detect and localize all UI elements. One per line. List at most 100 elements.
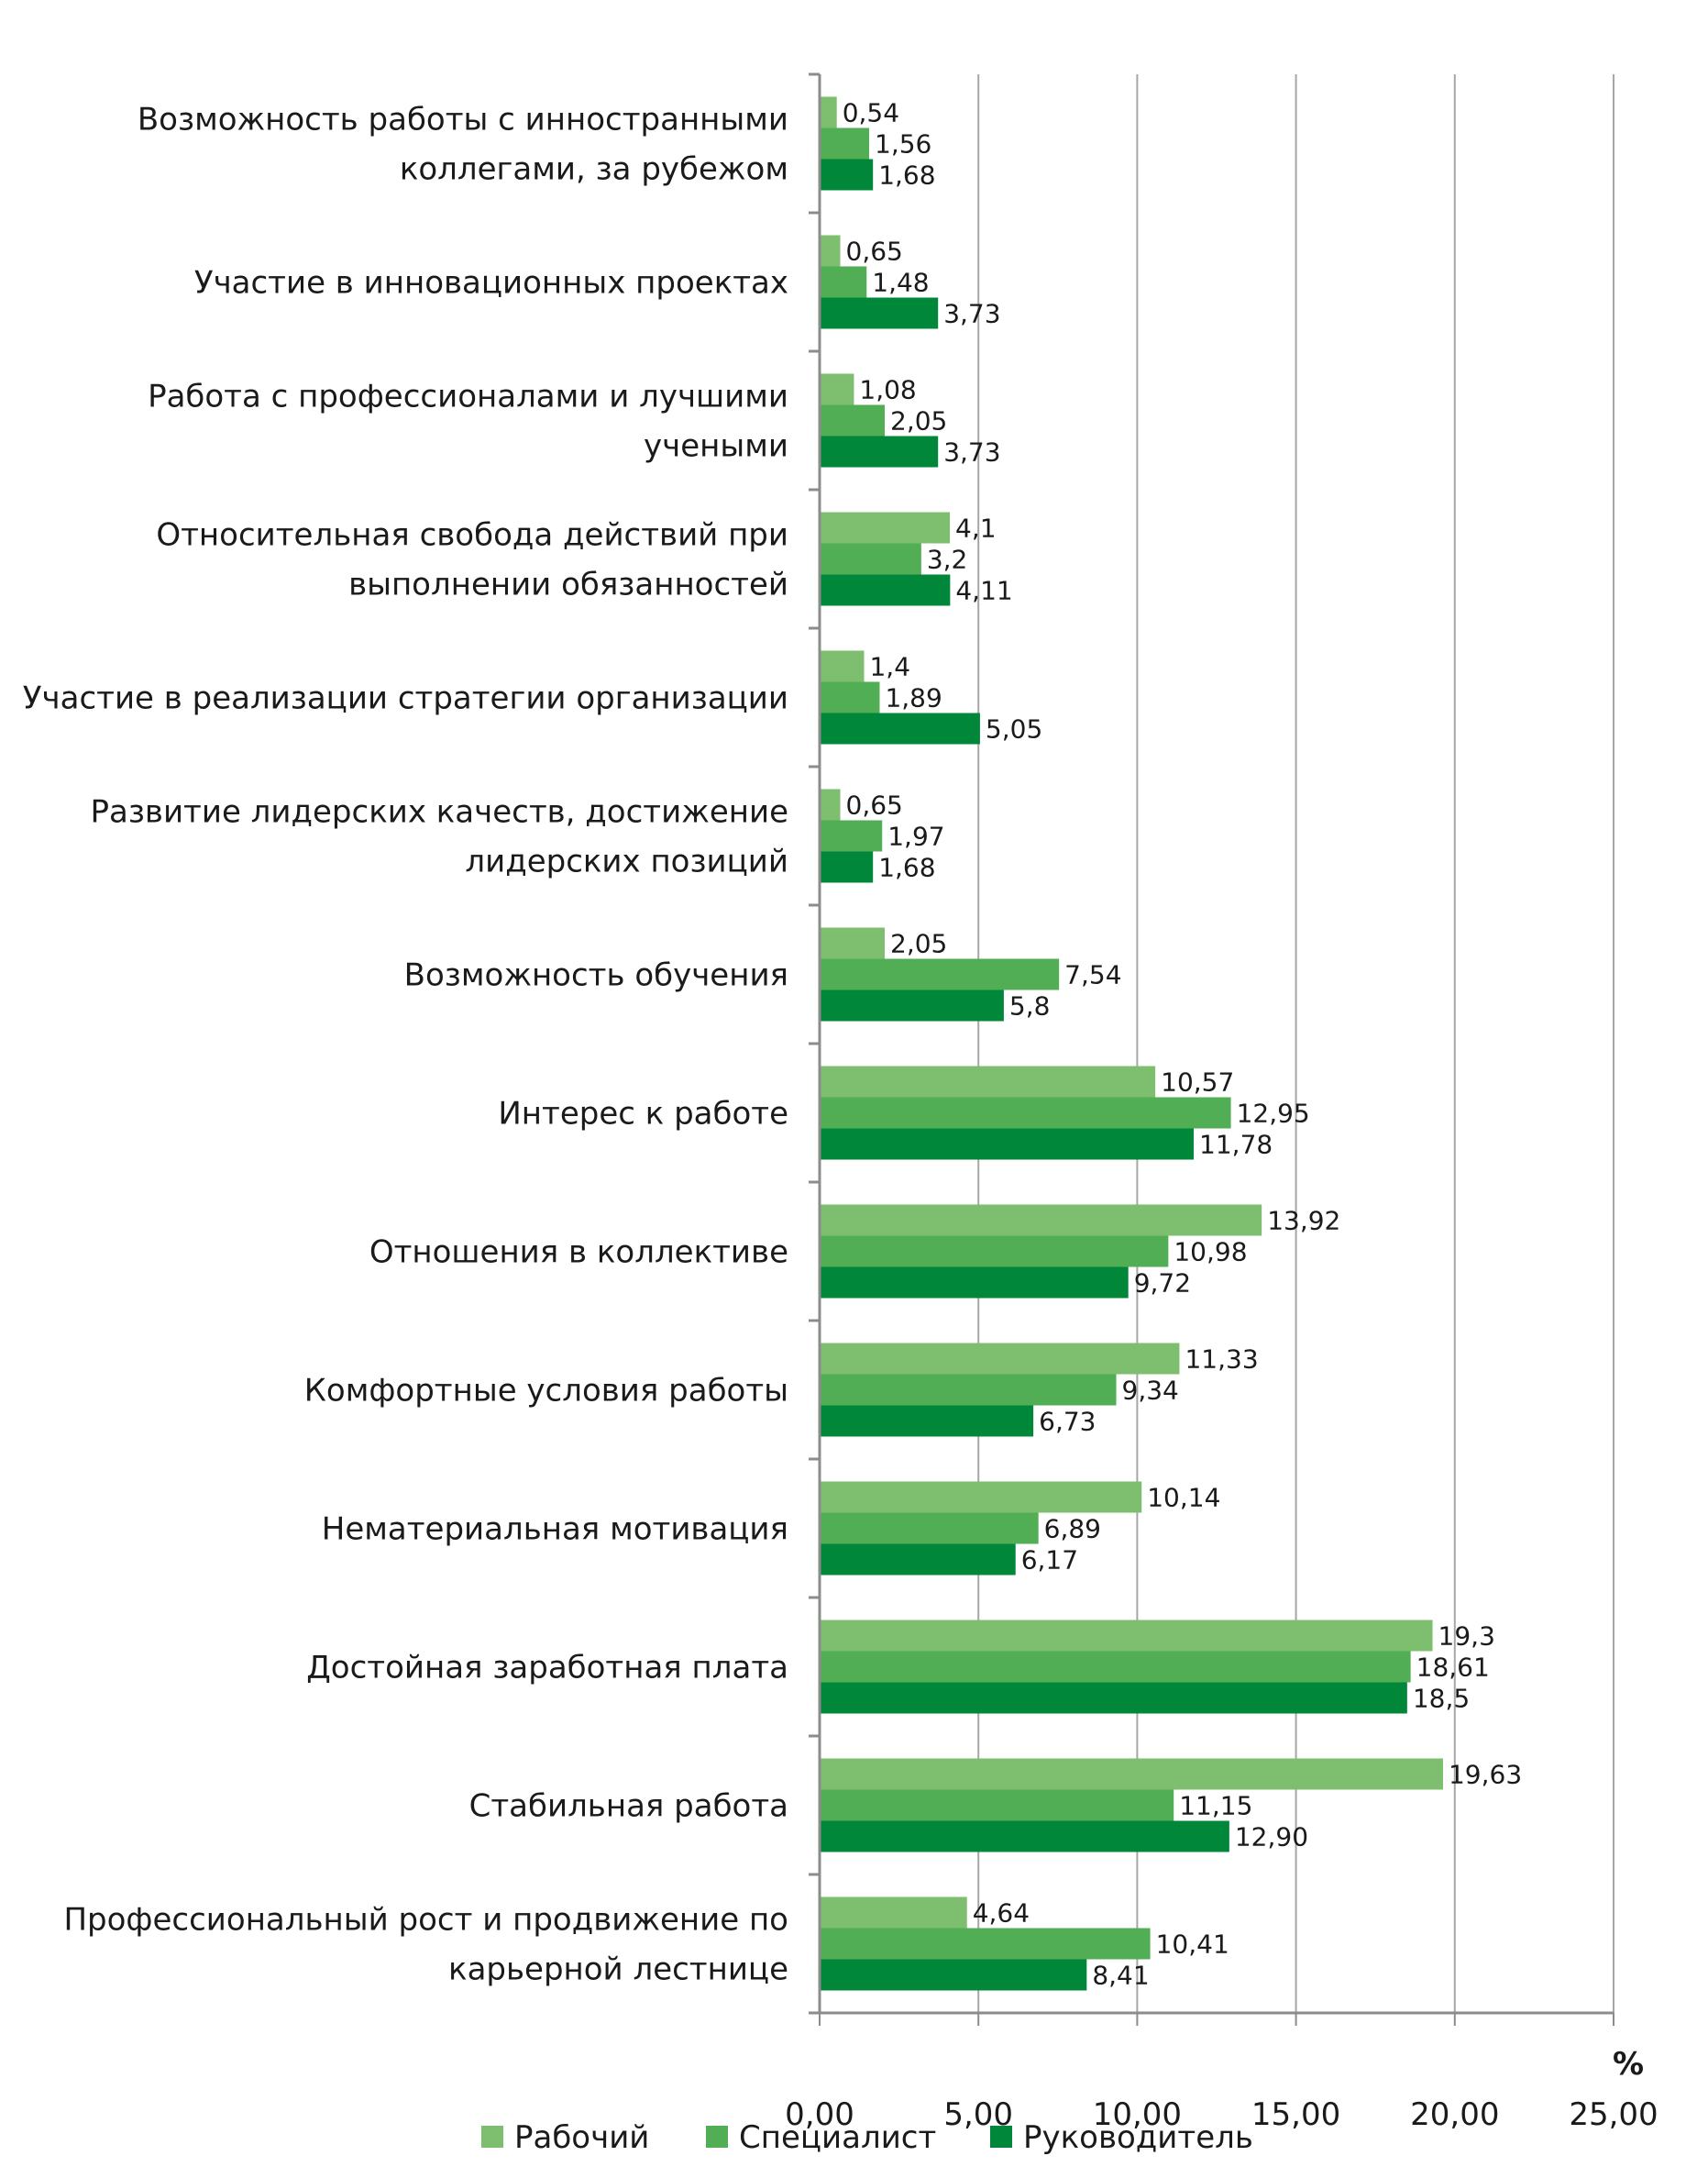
data-label: 8,41 <box>1092 1961 1149 1991</box>
data-label: 18,5 <box>1413 1684 1470 1714</box>
x-tick-label: 15,00 <box>1251 2096 1340 2133</box>
category-label: Стабильная работа <box>469 1788 788 1825</box>
legend-item: Руководитель <box>990 2119 1253 2156</box>
data-label: 0,65 <box>846 237 903 267</box>
legend-label: Рабочий <box>514 2119 649 2156</box>
x-tick-labels: 0,00 5,00 10,00 15,00 20,00 25,00 <box>785 2096 1658 2133</box>
x-tick-label: 0,00 <box>785 2096 854 2133</box>
bar-Рабочий <box>821 96 837 128</box>
data-label: 5,8 <box>1009 991 1051 1022</box>
bar-Специалист <box>821 681 880 713</box>
bar-Специалист <box>821 404 886 437</box>
bar-Руководитель <box>821 1266 1129 1299</box>
bar-Руководитель <box>821 1405 1034 1437</box>
bar-Рабочий <box>821 1896 967 1929</box>
bar-Руководитель <box>821 851 874 883</box>
bar-Руководитель <box>821 1682 1407 1714</box>
bar-Руководитель <box>821 1820 1229 1852</box>
bar-Специалист <box>821 1928 1151 1960</box>
legend-item: Рабочий <box>481 2119 649 2156</box>
category-label: Относительная свобода действий при выполн… <box>156 517 788 603</box>
category-label: Работа с профессионалами и лучшими ученым… <box>148 379 788 465</box>
data-label: 10,98 <box>1174 1237 1247 1267</box>
legend-swatch <box>481 2126 503 2148</box>
legend-swatch <box>990 2126 1012 2148</box>
data-label: 12,95 <box>1237 1099 1310 1129</box>
category-label: Комфортные условия работы <box>304 1373 788 1410</box>
data-label: 9,34 <box>1122 1376 1179 1406</box>
data-label: 9,72 <box>1134 1268 1191 1299</box>
bar-Специалист <box>821 1651 1411 1683</box>
data-label: 19,3 <box>1438 1621 1495 1652</box>
bar-Рабочий <box>821 512 951 544</box>
data-label: 3,2 <box>927 545 968 575</box>
bar-Руководитель <box>821 574 951 606</box>
category-labels: Возможность работы с инностранными коллег… <box>23 102 788 1988</box>
x-tick-label: 25,00 <box>1569 2096 1658 2133</box>
data-label: 1,68 <box>878 160 935 191</box>
data-label: 6,17 <box>1021 1545 1078 1575</box>
category-label: Участие в инновационных проектах <box>194 265 788 302</box>
data-label: 2,05 <box>890 929 947 959</box>
data-label: 11,15 <box>1179 1791 1252 1821</box>
bar-Руководитель <box>821 1543 1016 1575</box>
bar-Руководитель <box>821 989 1004 1022</box>
data-label: 1,4 <box>869 652 910 682</box>
data-label: 12,90 <box>1235 1822 1308 1852</box>
bar-Рабочий <box>821 235 841 267</box>
data-label: 3,73 <box>943 437 1000 468</box>
bar-Руководитель <box>821 1959 1087 1991</box>
bar-Рабочий <box>821 789 841 821</box>
data-label: 4,11 <box>955 576 1012 606</box>
data-label: 2,05 <box>890 406 947 437</box>
legend-swatch <box>706 2126 728 2148</box>
data-label: 7,54 <box>1064 960 1121 990</box>
data-label: 1,08 <box>859 375 916 405</box>
bar-Специалист <box>821 1374 1117 1406</box>
bar-Рабочий <box>821 1481 1142 1513</box>
value-labels: 0,541,561,680,651,483,731,082,053,734,13… <box>843 98 1522 1991</box>
data-label: 0,54 <box>843 98 899 128</box>
bar-Специалист <box>821 1789 1174 1821</box>
x-tick-label: 10,00 <box>1093 2096 1182 2133</box>
bar-Специалист <box>821 266 867 298</box>
data-label: 1,89 <box>885 683 942 713</box>
legend-item: Специалист <box>706 2119 936 2156</box>
bar-Руководитель <box>821 1128 1195 1160</box>
data-label: 18,61 <box>1416 1653 1490 1683</box>
gridlines <box>977 74 1614 2013</box>
category-label: Достойная заработная плата <box>306 1650 788 1686</box>
x-tick-label: 20,00 <box>1410 2096 1499 2133</box>
bar-Специалист <box>821 127 870 160</box>
data-label: 10,14 <box>1147 1483 1220 1513</box>
bar-Специалист <box>821 820 883 852</box>
bar-Рабочий <box>821 1758 1443 1790</box>
bar-Рабочий <box>821 1620 1433 1652</box>
data-label: 3,73 <box>943 299 1000 329</box>
bar-Специалист <box>821 1512 1039 1544</box>
category-label: Развитие лидерских качеств, достижение ли… <box>91 794 789 880</box>
bar-Рабочий <box>821 927 886 959</box>
data-label: 11,33 <box>1185 1344 1258 1375</box>
legend-label: Специалист <box>739 2119 936 2156</box>
category-label: Возможность обучения <box>404 957 788 994</box>
bar-Рабочий <box>821 1066 1156 1098</box>
bar-Рабочий <box>821 373 854 405</box>
axes <box>809 72 1614 2026</box>
data-label: 10,41 <box>1156 1929 1229 1960</box>
bars <box>821 96 1443 1991</box>
data-label: 5,05 <box>986 714 1042 745</box>
data-label: 4,1 <box>955 514 997 544</box>
bar-Специалист <box>821 543 921 575</box>
data-label: 6,73 <box>1039 1407 1096 1437</box>
legend: Рабочий Специалист Руководитель <box>481 2119 1253 2156</box>
data-label: 19,63 <box>1449 1760 1522 1790</box>
category-label: Нематериальная мотивация <box>322 1511 788 1548</box>
category-label: Участие в реализации стратегии организац… <box>23 680 788 717</box>
bar-Руководитель <box>821 713 980 745</box>
bar-Рабочий <box>821 1343 1180 1375</box>
data-label: 1,97 <box>887 822 944 852</box>
data-label: 13,92 <box>1267 1206 1340 1236</box>
bar-Руководитель <box>821 436 939 468</box>
